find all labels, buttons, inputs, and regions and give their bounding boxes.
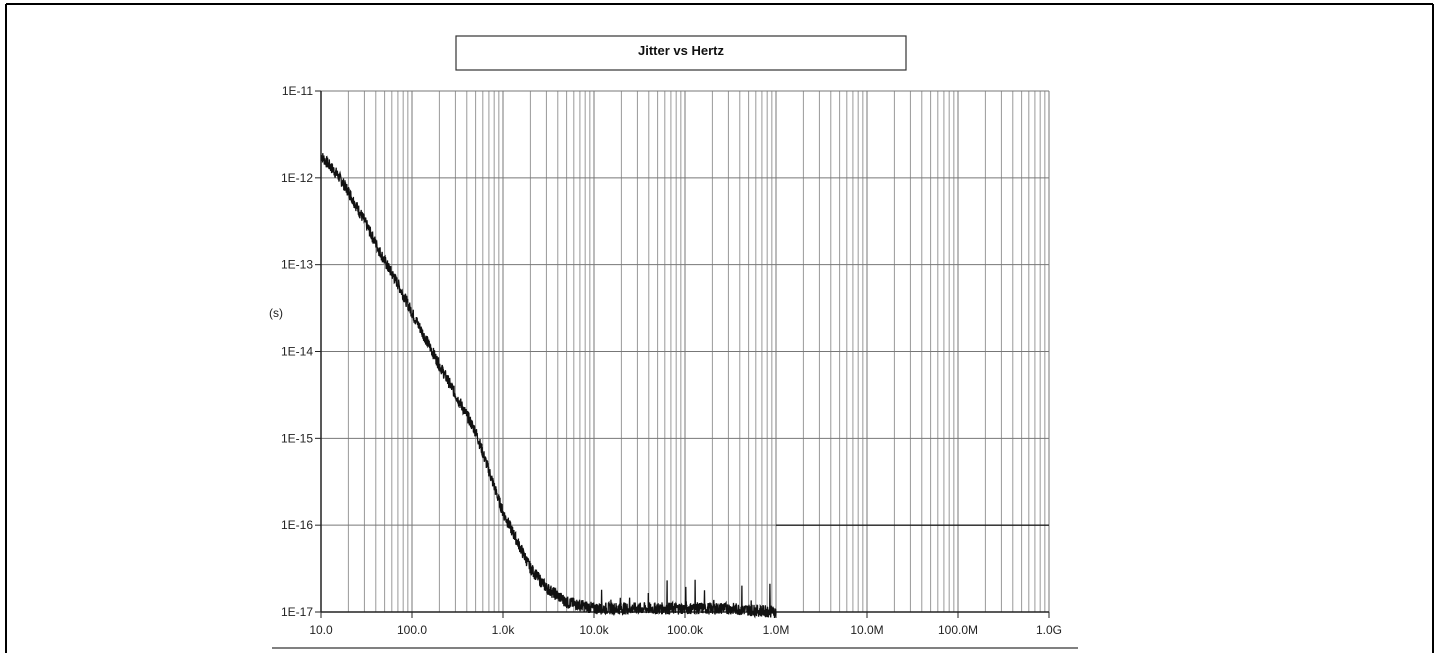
y-tick-label: 1E-17 [281,605,313,619]
y-tick-label: 1E-13 [281,258,313,272]
x-tick-label: 10.0k [579,623,609,637]
x-tick-label: 10.0 [309,623,333,637]
x-tick-label: 1.0M [763,623,790,637]
y-tick-labels: 1E-11 1E-12 1E-13 1E-14 1E-15 1E-16 1E-17 [281,84,313,619]
x-tick-label: 10.0M [850,623,883,637]
y-tick-label: 1E-15 [281,431,313,445]
y-tick-label: 1E-16 [281,518,313,532]
x-tick-label: 100.0k [667,623,704,637]
y-tick-label: 1E-14 [281,345,313,359]
axes-layer [315,90,1050,618]
y-tick-label: 1E-11 [282,84,313,98]
x-tick-label: 1.0k [492,623,516,637]
series-layer [320,153,1049,619]
x-tick-label: 1.0G [1036,623,1062,637]
grid-layer [320,90,1050,613]
y-tick-label: 1E-12 [281,171,313,185]
x-tick-labels: 10.0 100.0 1.0k 10.0k 100.0k 1.0M 10.0M 100.0M 1… [309,623,1062,637]
chart-title-box: Jitter vs Hertz [455,35,907,71]
x-tick-label: 100.0M [938,623,978,637]
jitter-series-line [320,153,777,619]
x-tick-label: 100.0 [397,623,427,637]
y-axis-label: (s) [269,306,283,320]
chart-title: Jitter vs Hertz [638,43,724,58]
